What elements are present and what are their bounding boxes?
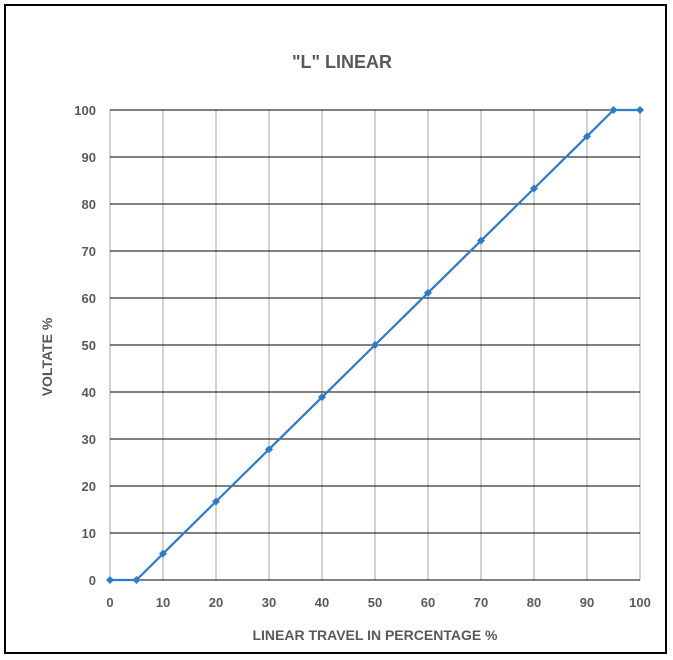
y-tick-label: 100 (74, 103, 96, 118)
y-tick-label: 10 (82, 526, 96, 541)
x-tick-label: 60 (421, 595, 435, 610)
data-point (106, 576, 114, 584)
x-tick-label: 0 (106, 595, 113, 610)
y-tick-label: 40 (82, 385, 96, 400)
y-tick-label: 20 (82, 479, 96, 494)
data-point (318, 393, 326, 402)
x-tick-label: 100 (629, 595, 651, 610)
data-point (636, 106, 644, 114)
y-tick-label: 60 (82, 291, 96, 306)
y-tick-label: 70 (82, 244, 96, 259)
data-point (477, 236, 485, 245)
x-tick-label: 70 (474, 595, 488, 610)
x-tick-label: 20 (209, 595, 223, 610)
data-point (265, 445, 273, 454)
data-point (159, 549, 167, 558)
y-tick-label: 50 (82, 338, 96, 353)
data-point (132, 576, 141, 584)
x-tick-label: 50 (368, 595, 382, 610)
data-point (609, 106, 618, 114)
data-point (583, 132, 591, 141)
data-point (424, 288, 432, 297)
series-group (106, 106, 644, 584)
data-point (530, 184, 538, 193)
x-tick-label: 30 (262, 595, 276, 610)
chart-title: "L" LINEAR (292, 52, 392, 72)
y-axis-title: VOLTATE % (39, 317, 55, 396)
y-tick-label: 30 (82, 432, 96, 447)
x-tick-label: 10 (156, 595, 170, 610)
y-tick-label: 90 (82, 150, 96, 165)
y-tick-label: 80 (82, 197, 96, 212)
x-tick-label: 90 (580, 595, 594, 610)
x-axis-ticks: 0 10 20 30 40 50 60 70 80 90 100 (106, 595, 650, 610)
x-axis-title: LINEAR TRAVEL IN PERCENTAGE % (252, 627, 498, 643)
y-axis-ticks: 0 10 20 30 40 50 60 70 80 90 100 (74, 103, 96, 588)
data-point (212, 497, 220, 506)
chart-frame (4, 4, 667, 654)
x-tick-label: 80 (527, 595, 541, 610)
x-tick-label: 40 (315, 595, 329, 610)
y-tick-label: 0 (89, 573, 96, 588)
data-point (371, 341, 379, 349)
